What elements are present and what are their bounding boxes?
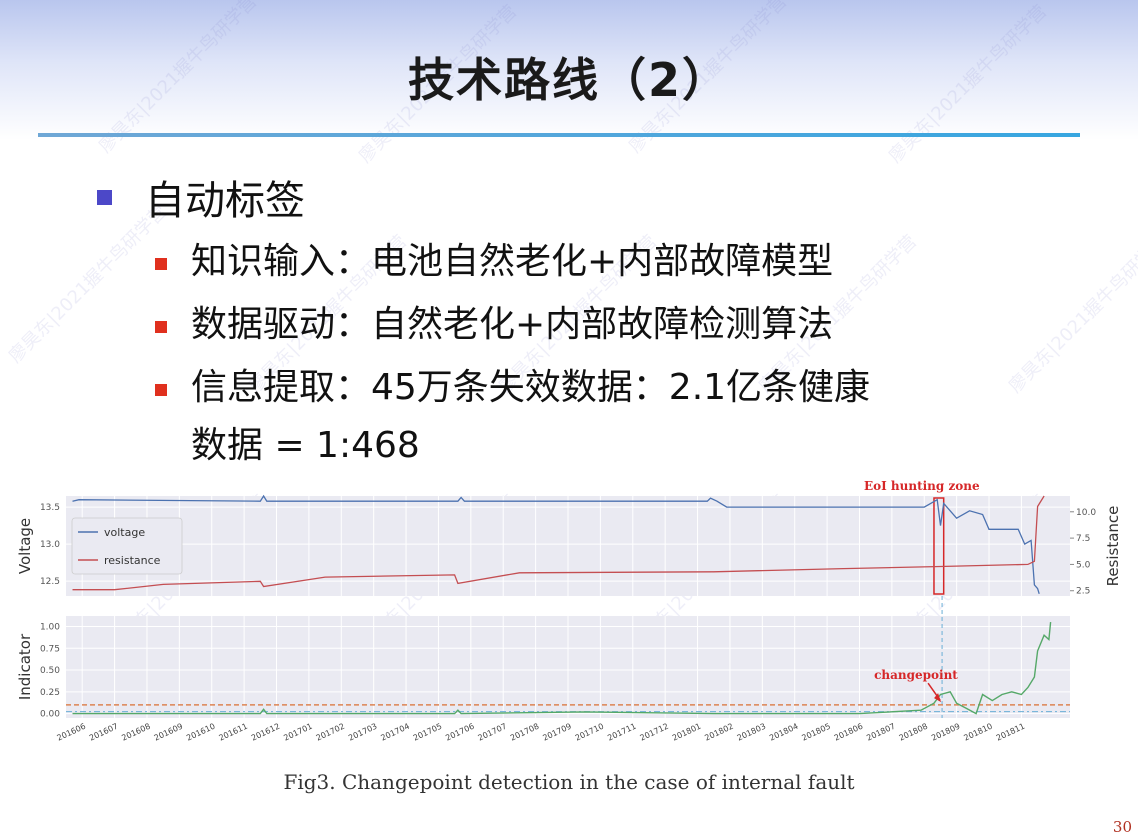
x-tick-label: 201606 [56,722,87,743]
y-right-tick-label: 2.5 [1076,587,1090,597]
x-tick-label: 201608 [120,722,151,743]
y-tick-label: 13.5 [40,503,60,513]
x-tick-label: 201706 [444,722,475,743]
figure-caption: Fig3. Changepoint detection in the case … [283,770,855,794]
y-right-tick-label: 5.0 [1076,560,1091,570]
x-tick-label: 201703 [347,722,378,743]
x-tick-label: 201805 [800,722,831,743]
x-tick-label: 201609 [153,722,184,743]
header-band [0,0,1138,140]
y-tick-label: 0.50 [40,666,60,676]
legend-resistance-label: resistance [104,554,161,567]
x-tick-label: 201806 [833,722,864,743]
sub-bullet-text: 信息提取：45万条失效数据：2.1亿条健康 [191,367,871,408]
x-tick-label: 201808 [898,722,929,743]
legend-voltage-label: voltage [104,526,145,539]
y-right-tick-label: 10.0 [1076,508,1096,518]
changepoint-label: changepoint [874,668,958,682]
changepoint-arrowhead [934,693,942,703]
x-tick-label: 201804 [768,722,799,743]
title-divider [38,133,1080,137]
page-number: 30 [1112,818,1132,836]
square-bullet-icon [97,189,112,205]
y-right-tick-label: 7.5 [1076,534,1090,544]
x-tick-label: 201810 [962,722,993,743]
x-tick-label: 201709 [541,722,572,743]
y-axis-label-right: Resistance [1104,506,1122,587]
legend-box [71,517,183,575]
sub-bullet: 知识输入：电池自然老化+内部故障模型 [155,232,833,292]
x-tick-label: 201705 [412,722,443,743]
x-tick-label: 201707 [477,722,508,743]
sub-bullet-text: 知识输入：电池自然老化+内部故障模型 [191,241,834,282]
x-tick-label: 201610 [185,722,216,743]
sub-bullet-continuation: 数据 = 1:468 [191,425,420,466]
x-tick-label: 201611 [217,722,248,743]
hunting-zone-label: EoI hunting zone [864,479,980,493]
watermark: 廖昊东|2021握牛鸟研学营 [1004,231,1138,398]
x-tick-label: 201801 [671,722,702,743]
square-bullet-icon [155,258,167,270]
y-tick-label: 0.25 [40,688,60,698]
sub-bullet: 信息提取：45万条失效数据：2.1亿条健康 [155,358,870,418]
x-tick-label: 201811 [995,722,1026,743]
x-tick-label: 201712 [639,722,670,743]
hunting-zone-box [933,497,945,595]
x-tick-label: 201702 [315,722,346,743]
x-tick-label: 201704 [379,722,410,743]
y-tick-label: 0.75 [40,644,60,654]
bullet-main-text: 自动标签 [145,178,305,224]
y-tick-label: 0.00 [40,710,60,720]
x-tick-label: 201711 [606,722,637,743]
indicator-series-line [72,622,1052,715]
x-tick-label: 201710 [574,722,605,743]
figure-svg: 13.5 13.0 12.5 10.0 7.5 5.0 2.5 1.00 0.75 0.50 0.2… [16,479,1122,743]
y-tick-label: 13.0 [40,540,60,550]
x-tick-label: 201607 [88,722,119,743]
x-tick-label: 201802 [703,722,734,743]
y-axis-label: Indicator [16,633,34,700]
x-tick-label: 201809 [930,722,961,743]
changepoint-figure: 13.5 13.0 12.5 10.0 7.5 5.0 2.5 1.00 0.75 0.50 0.2… [0,478,1138,778]
x-tick-label: 201708 [509,722,540,743]
square-bullet-icon [155,384,167,396]
y-axis-label: Voltage [16,518,34,574]
voltage-series-line [72,494,1040,594]
y-tick-label: 1.00 [40,622,60,632]
sub-bullet: 数据驱动：自然老化+内部故障检测算法 [155,295,833,355]
resistance-series-line [72,495,1045,591]
x-tick-label: 201803 [736,722,767,743]
square-bullet-icon [155,321,167,333]
y-tick-label: 12.5 [40,577,60,587]
x-tick-label: 201807 [865,722,896,743]
slide-title: 技术路线（2） [407,53,730,107]
bullet-main: 自动标签 [97,168,305,226]
x-tick-label: 201612 [250,722,281,743]
x-tick-label: 201701 [282,722,313,743]
sub-bullet-text: 数据驱动：自然老化+内部故障检测算法 [191,304,834,345]
